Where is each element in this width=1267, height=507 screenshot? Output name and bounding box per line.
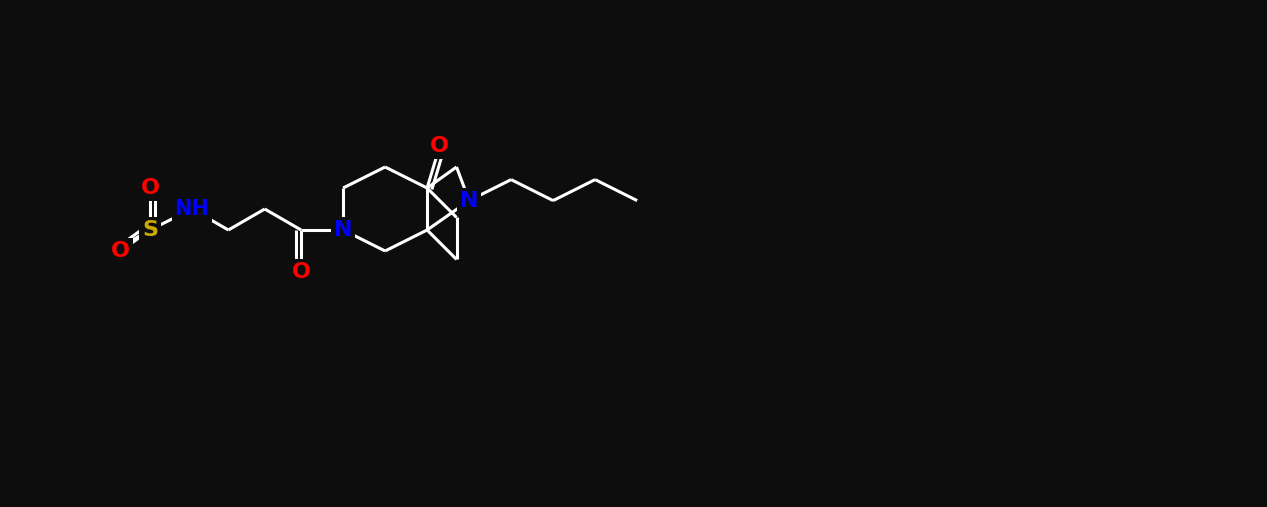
Text: O: O (141, 178, 160, 198)
Text: O: O (291, 262, 310, 282)
Text: O: O (431, 136, 450, 156)
Text: N: N (334, 220, 352, 240)
Text: NH: NH (175, 199, 209, 219)
Text: S: S (142, 220, 158, 240)
Text: O: O (111, 241, 131, 261)
Text: N: N (460, 191, 479, 210)
